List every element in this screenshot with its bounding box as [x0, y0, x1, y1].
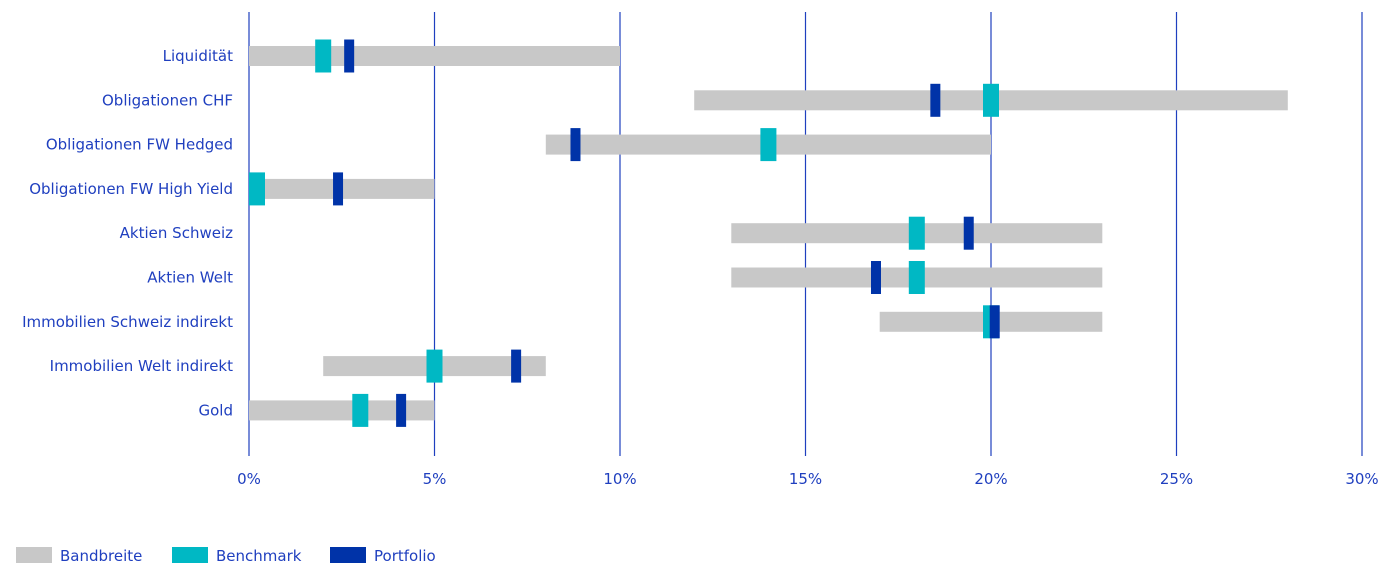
benchmark-marker — [352, 393, 369, 427]
range-bar — [249, 46, 620, 66]
benchmark-marker — [249, 172, 265, 206]
legend-label: Portfolio — [374, 547, 436, 565]
benchmark-marker — [315, 39, 332, 73]
portfolio-marker — [930, 83, 941, 117]
benchmark-marker — [908, 216, 925, 250]
markers — [249, 39, 1000, 427]
x-tick-label: 25% — [1160, 470, 1193, 488]
x-tick-label: 15% — [789, 470, 822, 488]
category-label: Immobilien Welt indirekt — [50, 357, 233, 375]
legend-swatch — [330, 547, 366, 563]
portfolio-marker — [870, 261, 881, 294]
portfolio-marker — [344, 39, 355, 73]
category-label: Aktien Schweiz — [120, 224, 233, 242]
benchmark-marker — [760, 128, 777, 162]
portfolio-marker — [333, 172, 344, 206]
portfolio-marker — [570, 128, 581, 162]
range-bar — [249, 400, 435, 421]
category-label: Immobilien Schweiz indirekt — [22, 313, 233, 331]
x-tick-label: 10% — [603, 470, 636, 488]
category-label: Obligationen FW Hedged — [46, 136, 233, 154]
legend-swatch — [16, 547, 52, 563]
range-bars — [249, 46, 1288, 421]
legend-label: Benchmark — [216, 547, 302, 565]
portfolio-marker — [511, 349, 522, 383]
legend: Bandbreite Benchmark Portfolio — [16, 547, 436, 565]
x-tick-label: 20% — [974, 470, 1007, 488]
category-labels: Liquidität Obligationen CHF Obligationen F… — [22, 47, 233, 419]
portfolio-marker — [989, 305, 1000, 339]
portfolio-marker — [963, 216, 974, 250]
x-tick-label: 0% — [237, 470, 261, 488]
x-tick-label: 5% — [423, 470, 447, 488]
x-tick-labels: 0% 5% 10% 15% 20% 25% 30% — [237, 470, 1379, 488]
benchmark-marker — [908, 261, 925, 294]
category-label: Gold — [199, 401, 234, 419]
category-label: Obligationen FW High Yield — [29, 180, 233, 198]
portfolio-marker — [396, 393, 407, 427]
benchmark-marker — [426, 349, 443, 383]
category-label: Aktien Welt — [147, 269, 233, 287]
benchmark-marker — [983, 83, 999, 117]
legend-swatch — [172, 547, 208, 563]
x-tick-label: 30% — [1345, 470, 1378, 488]
legend-label: Bandbreite — [60, 547, 142, 565]
category-label: Obligationen CHF — [102, 91, 233, 109]
category-label: Liquidität — [163, 47, 233, 65]
